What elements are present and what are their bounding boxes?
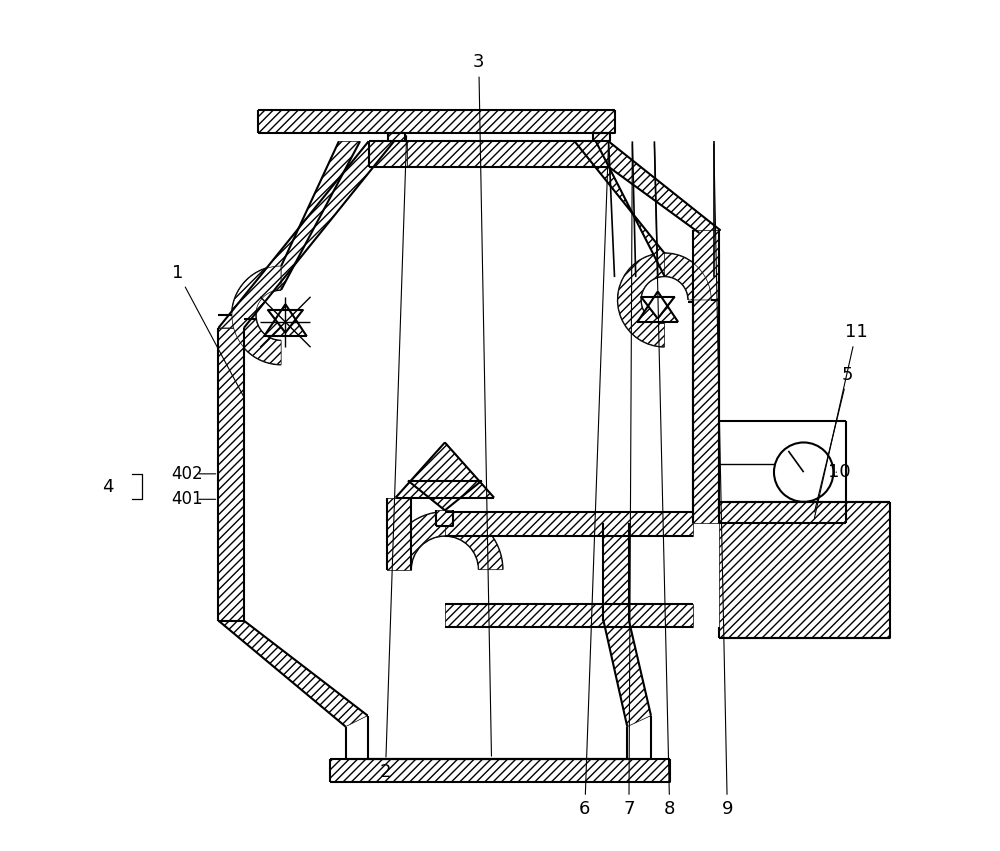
Polygon shape xyxy=(218,620,368,727)
Polygon shape xyxy=(603,620,651,727)
Polygon shape xyxy=(407,141,609,167)
Text: 8: 8 xyxy=(654,144,675,818)
Polygon shape xyxy=(258,110,615,133)
Polygon shape xyxy=(575,141,665,277)
Polygon shape xyxy=(218,141,394,328)
Polygon shape xyxy=(445,512,693,536)
Polygon shape xyxy=(693,231,719,523)
Text: 5: 5 xyxy=(814,366,854,511)
Text: 401: 401 xyxy=(171,490,203,508)
Polygon shape xyxy=(330,759,670,782)
Polygon shape xyxy=(593,133,610,141)
Polygon shape xyxy=(603,523,629,620)
Polygon shape xyxy=(387,498,411,569)
Polygon shape xyxy=(637,292,678,322)
Polygon shape xyxy=(264,304,307,336)
Polygon shape xyxy=(609,141,721,233)
Polygon shape xyxy=(396,443,494,498)
Polygon shape xyxy=(369,141,407,167)
Text: 1: 1 xyxy=(172,264,244,397)
Polygon shape xyxy=(387,512,503,569)
Polygon shape xyxy=(719,502,890,637)
Polygon shape xyxy=(618,254,711,346)
Text: 6: 6 xyxy=(579,144,608,818)
Polygon shape xyxy=(268,310,303,333)
Polygon shape xyxy=(436,511,453,526)
Text: 10: 10 xyxy=(828,463,851,481)
Polygon shape xyxy=(232,266,281,364)
Text: 11: 11 xyxy=(814,323,868,517)
Polygon shape xyxy=(445,603,693,627)
Polygon shape xyxy=(641,296,675,318)
Text: 7: 7 xyxy=(623,144,635,818)
Polygon shape xyxy=(281,141,360,290)
Polygon shape xyxy=(388,133,405,141)
Text: 402: 402 xyxy=(171,465,203,483)
Polygon shape xyxy=(408,481,482,511)
Text: 2: 2 xyxy=(380,135,407,780)
Polygon shape xyxy=(218,328,244,620)
Text: 4: 4 xyxy=(102,477,114,495)
Text: 3: 3 xyxy=(473,54,491,756)
Text: 9: 9 xyxy=(714,144,733,818)
